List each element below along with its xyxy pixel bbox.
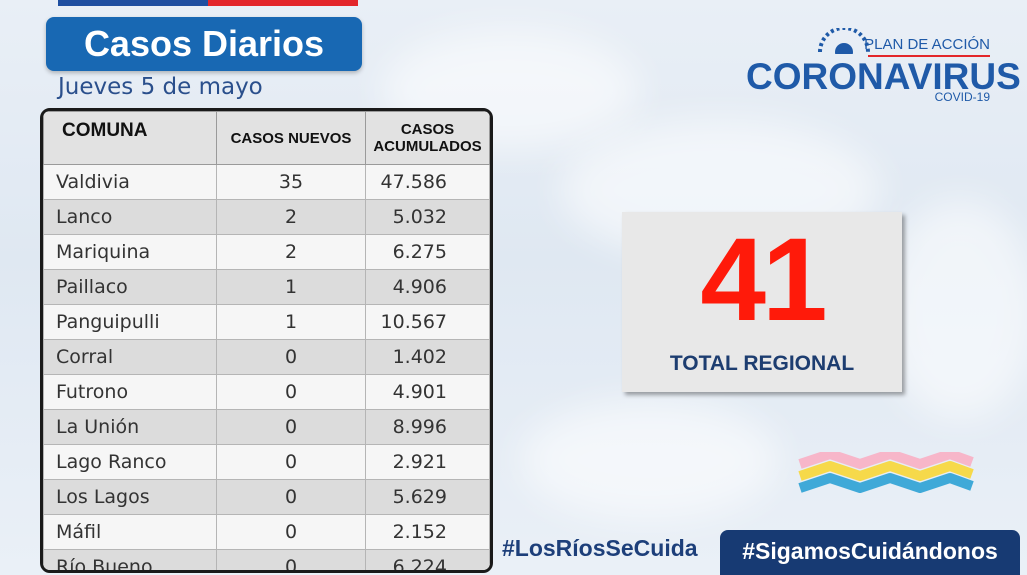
table-row: Panguipulli 1 10.567: [43, 304, 490, 340]
report-date: Jueves 5 de mayo: [58, 74, 263, 100]
total-panel: 41 TOTAL REGIONAL: [622, 212, 902, 392]
cell-casos-nuevos: 35: [216, 164, 366, 200]
table-row: Paillaco 1 4.906: [43, 269, 490, 305]
cell-casos-acumulados: 6.275: [365, 234, 490, 270]
cell-casos-acumulados: 2.921: [365, 444, 490, 480]
cell-casos-nuevos: 1: [216, 304, 366, 340]
table-header-row: COMUNA CASOS NUEVOS CASOS ACUMULADOS: [43, 111, 490, 165]
logo-plan-text: PLAN DE ACCIÓN: [864, 36, 990, 53]
cell-casos-acumulados: 1.402: [365, 339, 490, 375]
logo-subtitle: COVID-19: [934, 90, 990, 104]
zigzag-decoration: [798, 452, 974, 493]
logo-name: CORONAVIRUS: [746, 56, 1021, 97]
cell-comuna: Paillaco: [43, 269, 217, 305]
hashtag-sigamos: #SigamosCuidándonos: [720, 530, 1020, 575]
cell-casos-nuevos: 0: [216, 514, 366, 550]
cell-casos-nuevos: 0: [216, 444, 366, 480]
background-cloud: [880, 200, 1027, 420]
cell-casos-nuevos: 0: [216, 339, 366, 375]
cell-casos-acumulados: 6.224: [365, 549, 490, 570]
table-row: Río Bueno 0 6.224: [43, 549, 490, 570]
column-header-casos-nuevos: CASOS NUEVOS: [216, 111, 366, 165]
cell-casos-acumulados: 5.032: [365, 199, 490, 235]
cell-casos-nuevos: 0: [216, 479, 366, 515]
cell-comuna: Lago Ranco: [43, 444, 217, 480]
cell-comuna: Los Lagos: [43, 479, 217, 515]
cell-casos-acumulados: 8.996: [365, 409, 490, 445]
cell-casos-acumulados: 10.567: [365, 304, 490, 340]
page-title: Casos Diarios: [46, 17, 362, 71]
total-label: TOTAL REGIONAL: [669, 352, 855, 375]
coronavirus-logo: PLAN DE ACCIÓN CORONAVIRUS COVID-19: [746, 28, 1021, 108]
logo-divider: [868, 55, 990, 57]
cell-comuna: Máfil: [43, 514, 217, 550]
table-row: Los Lagos 0 5.629: [43, 479, 490, 515]
cell-casos-acumulados: 4.901: [365, 374, 490, 410]
cell-casos-acumulados: 2.152: [365, 514, 490, 550]
column-header-comuna: COMUNA: [43, 111, 217, 165]
table-row: Máfil 0 2.152: [43, 514, 490, 550]
hashtag-los-rios: #LosRíosSeCuida: [502, 535, 698, 561]
cell-casos-acumulados: 5.629: [365, 479, 490, 515]
cell-casos-nuevos: 1: [216, 269, 366, 305]
cell-comuna: Futrono: [43, 374, 217, 410]
cell-comuna: Lanco: [43, 199, 217, 235]
table-row: La Unión 0 8.996: [43, 409, 490, 445]
cell-casos-nuevos: 0: [216, 374, 366, 410]
table-row: Corral 0 1.402: [43, 339, 490, 375]
cell-casos-nuevos: 0: [216, 409, 366, 445]
cases-table: COMUNA CASOS NUEVOS CASOS ACUMULADOS Vald…: [40, 108, 493, 573]
column-header-casos-acumulados: CASOS ACUMULADOS: [365, 111, 490, 165]
table-row: Futrono 0 4.901: [43, 374, 490, 410]
table-row: Lago Ranco 0 2.921: [43, 444, 490, 480]
cell-casos-nuevos: 0: [216, 549, 366, 570]
background-cloud: [520, 400, 780, 520]
cell-comuna: Río Bueno: [43, 549, 217, 570]
total-value: 41: [700, 214, 827, 346]
cell-casos-nuevos: 2: [216, 234, 366, 270]
cell-casos-acumulados: 4.906: [365, 269, 490, 305]
cell-comuna: La Unión: [43, 409, 217, 445]
table-row: Valdivia 35 47.586: [43, 164, 490, 200]
flag-stripe: [58, 0, 358, 6]
table-row: Lanco 2 5.032: [43, 199, 490, 235]
cell-comuna: Panguipulli: [43, 304, 217, 340]
virus-icon: [818, 28, 870, 54]
cell-comuna: Corral: [43, 339, 217, 375]
cell-casos-nuevos: 2: [216, 199, 366, 235]
cell-comuna: Mariquina: [43, 234, 217, 270]
cell-comuna: Valdivia: [43, 164, 217, 200]
table-row: Mariquina 2 6.275: [43, 234, 490, 270]
cell-casos-acumulados: 47.586: [365, 164, 490, 200]
